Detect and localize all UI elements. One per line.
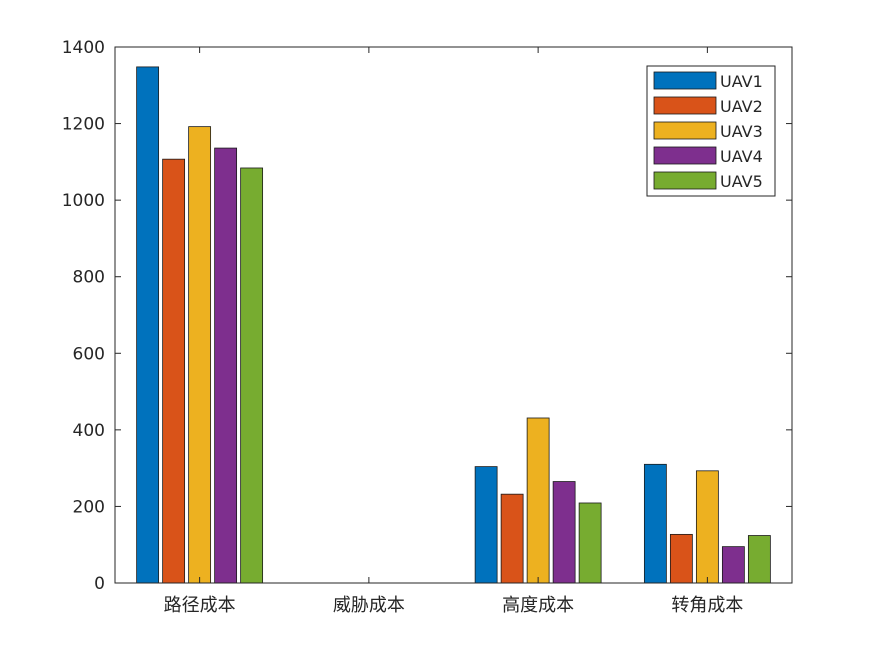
legend-label-uav5: UAV5: [720, 172, 763, 191]
bar-uav3-3: [526, 417, 550, 584]
legend-swatch-uav4: [653, 146, 717, 165]
y-tick-label: 600: [73, 344, 105, 364]
y-tick-label: 200: [73, 497, 105, 517]
bar-uav2-1: [162, 158, 186, 584]
legend-swatch-uav5: [653, 171, 717, 190]
x-axis: 路径成本 威胁成本 高度成本 转角成本: [164, 47, 743, 616]
legend-label-uav4: UAV4: [720, 147, 763, 166]
y-tick-label: 800: [73, 268, 105, 288]
bar-uav1-1: [136, 66, 160, 584]
bar-uav1-4: [643, 463, 667, 584]
y-tick-label: 1000: [62, 191, 105, 211]
bar-uav5-3: [578, 502, 602, 584]
legend-swatch-uav2: [653, 96, 717, 115]
bar-uav2-3: [500, 493, 524, 584]
axes-box: [114, 46, 793, 584]
bar-uav5-4: [747, 535, 771, 584]
x-category-label: 高度成本: [502, 595, 574, 616]
x-category-label: 路径成本: [164, 595, 236, 616]
bar-uav2-4: [669, 533, 693, 584]
x-category-label: 转角成本: [671, 595, 743, 616]
bar-uav4-1: [214, 147, 238, 584]
bar-uav3-4: [695, 470, 719, 584]
legend: UAV1 UAV2 UAV3 UAV4 UAV5: [646, 65, 776, 197]
legend-swatch-uav3: [653, 121, 717, 140]
y-axis: 0 200 400 600 800 1000 1200 1400: [62, 38, 792, 594]
legend-label-uav3: UAV3: [720, 122, 763, 141]
bar-uav5-1: [240, 167, 264, 584]
legend-label-uav1: UAV1: [720, 72, 763, 91]
y-tick-label: 1200: [62, 115, 105, 135]
legend-label-uav2: UAV2: [720, 97, 763, 116]
legend-swatch-uav1: [653, 71, 717, 90]
bar-uav4-4: [721, 546, 745, 584]
bars-group: [136, 66, 771, 584]
bar-uav4-3: [552, 481, 576, 584]
y-tick-label: 1400: [62, 38, 105, 58]
x-category-label: 威胁成本: [333, 595, 405, 616]
bar-uav1-3: [474, 466, 498, 584]
y-tick-label: 0: [94, 574, 105, 594]
bar-uav3-1: [188, 126, 212, 584]
y-tick-label: 400: [73, 421, 105, 441]
